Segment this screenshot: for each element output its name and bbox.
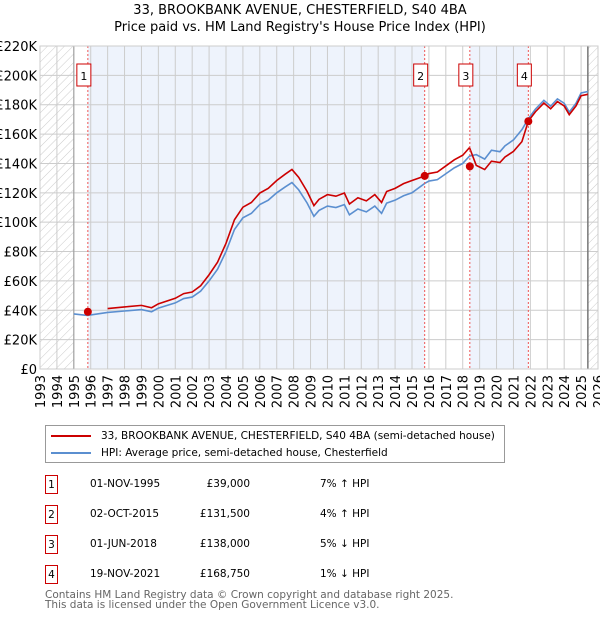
y-tick-label: £220K (0, 40, 37, 55)
sale-label-box (413, 63, 429, 87)
y-tick-label: £80K (4, 246, 38, 261)
sale-date: 01-JUN-2018 (90, 538, 157, 550)
x-tick-label: 1998 (119, 375, 134, 408)
legend: 33, BROOKBANK AVENUE, CHESTERFIELD, S40 … (45, 425, 505, 463)
y-tick-label: £60K (4, 275, 38, 290)
x-tick-label: 2002 (186, 375, 201, 408)
sale-date: 01-NOV-1995 (90, 478, 161, 490)
sale-price: £168,750 (199, 568, 250, 580)
legend-label-hpi: HPI: Average price, semi-detached house,… (101, 447, 388, 459)
property-line (107, 93, 589, 310)
sale-number: 3 (45, 535, 58, 554)
sale-point (83, 307, 92, 316)
sale-label-box (516, 63, 532, 87)
sale-hpi-diff: 4% ↑ HPI (320, 508, 370, 520)
y-tick-label: £100K (0, 216, 37, 231)
sale-label-box (76, 63, 92, 87)
x-tick-label: 2014 (389, 375, 404, 408)
sale-hpi-diff: 5% ↓ HPI (320, 538, 370, 550)
x-tick-label: 2011 (338, 375, 353, 408)
x-tick-label: 2026 (592, 375, 600, 408)
x-tick-label: 2009 (305, 375, 320, 408)
y-tick-label: £0 (20, 363, 37, 378)
sale-label-box (458, 63, 474, 87)
legend-swatch-hpi (51, 452, 91, 454)
plot-border (39, 45, 599, 370)
x-tick-label: 1997 (102, 375, 117, 408)
x-tick-label: 2016 (423, 375, 438, 408)
sale-number: 2 (45, 505, 58, 524)
x-tick-label: 1995 (68, 375, 83, 408)
x-tick-label: 2012 (355, 375, 370, 408)
sale-number: 1 (45, 475, 58, 494)
sale-date: 19-NOV-2021 (90, 568, 161, 580)
sale-label: 2 (417, 70, 424, 83)
sale-date: 02-OCT-2015 (90, 508, 159, 520)
x-tick-label: 1993 (34, 375, 49, 408)
sale-label: 4 (521, 70, 528, 83)
sale-hpi-diff: 7% ↑ HPI (320, 478, 370, 490)
x-tick-label: 2022 (524, 375, 539, 408)
x-tick-label: 2017 (440, 375, 455, 408)
sale-point (420, 171, 429, 180)
x-tick-label: 2000 (152, 375, 167, 408)
x-tick-label: 2021 (507, 375, 522, 408)
x-tick-label: 2024 (558, 375, 573, 408)
x-tick-label: 2001 (169, 375, 184, 408)
footer-copyright: Contains HM Land Registry data © Crown c… (45, 589, 454, 601)
x-tick-label: 2007 (271, 375, 286, 408)
x-tick-label: 2010 (321, 375, 336, 408)
x-tick-label: 2006 (254, 375, 269, 408)
hatched-no-data-right (587, 46, 598, 369)
sale-point (465, 162, 474, 171)
x-tick-label: 2008 (288, 375, 303, 408)
y-tick-label: £180K (0, 99, 37, 114)
sale-number: 4 (45, 565, 58, 584)
y-tick-label: £20K (4, 334, 38, 349)
x-tick-label: 2025 (575, 375, 590, 408)
sale-label: 3 (462, 70, 469, 83)
sale-label: 1 (80, 70, 87, 83)
y-tick-label: £120K (0, 187, 37, 202)
chart-title: 33, BROOKBANK AVENUE, CHESTERFIELD, S40 … (133, 3, 467, 18)
hpi-line (73, 90, 589, 317)
sale-price: £39,000 (206, 478, 250, 490)
x-tick-label: 1999 (135, 375, 150, 408)
x-tick-label: 2015 (406, 375, 421, 408)
x-tick-label: 2013 (372, 375, 387, 408)
x-tick-label: 1994 (51, 375, 66, 408)
chart-subtitle: Price paid vs. HM Land Registry's House … (114, 20, 486, 35)
x-tick-label: 2003 (203, 375, 218, 408)
x-tick-label: 2019 (474, 375, 489, 408)
price-chart: £0 £20K £40K £60K £80K £100K £120K £140K £160K £1… (0, 40, 600, 408)
sale-price: £131,500 (199, 508, 250, 520)
x-tick-label: 2005 (237, 375, 252, 408)
y-tick-label: £140K (0, 157, 37, 172)
y-tick-label: £200K (0, 69, 37, 84)
x-tick-label: 2020 (491, 375, 506, 408)
x-tick-label: 2018 (457, 375, 472, 408)
x-tick-label: 2023 (541, 375, 556, 408)
x-tick-label: 1996 (85, 375, 100, 408)
legend-label-property: 33, BROOKBANK AVENUE, CHESTERFIELD, S40 … (101, 430, 495, 442)
x-tick-label: 2004 (220, 375, 235, 408)
legend-swatch-property (51, 435, 91, 437)
y-tick-label: £160K (0, 128, 37, 143)
footer-licence: This data is licensed under the Open Gov… (45, 599, 380, 611)
sale-price: £138,000 (199, 538, 250, 550)
ownership-period-shade (469, 46, 529, 369)
footer: Contains HM Land Registry data © Crown c… (45, 589, 454, 611)
sale-point (524, 117, 533, 126)
y-tick-label: £40K (4, 304, 38, 319)
sale-hpi-diff: 1% ↓ HPI (320, 568, 370, 580)
